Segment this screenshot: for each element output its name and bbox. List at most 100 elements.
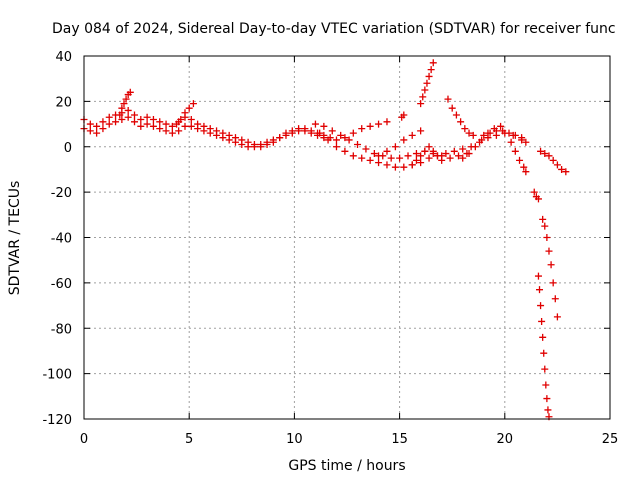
data-point — [448, 104, 456, 112]
series-arc-11-15b — [311, 120, 471, 162]
data-point — [446, 154, 454, 162]
x-tick-label: 20 — [497, 432, 514, 447]
data-point — [551, 295, 559, 303]
data-point — [530, 188, 538, 196]
data-point — [383, 147, 391, 155]
data-point — [553, 313, 561, 321]
data-point — [391, 143, 399, 151]
data-point — [168, 122, 176, 130]
data-point — [130, 118, 138, 126]
data-point — [168, 129, 176, 137]
data-point — [486, 129, 494, 137]
y-tick-label: 20 — [55, 95, 72, 110]
data-point — [537, 302, 545, 310]
data-point — [324, 136, 332, 144]
data-point — [320, 134, 328, 142]
data-point — [370, 150, 378, 158]
data-point — [349, 129, 357, 137]
data-point — [238, 140, 246, 148]
data-point — [349, 152, 357, 160]
data-point — [187, 116, 195, 124]
data-point — [417, 100, 425, 108]
data-point — [499, 127, 507, 135]
data-point — [105, 120, 113, 128]
data-point — [175, 127, 183, 135]
data-point — [450, 147, 458, 155]
data-point — [396, 154, 404, 162]
series-rise-16h — [417, 59, 437, 108]
data-point — [345, 136, 353, 144]
series-drop-17h — [444, 95, 477, 139]
data-point — [316, 129, 324, 137]
data-point — [459, 145, 467, 153]
data-point — [444, 95, 452, 103]
data-point — [534, 195, 542, 203]
data-point — [471, 143, 479, 151]
data-point — [558, 165, 566, 173]
data-point — [469, 131, 477, 139]
data-point — [156, 125, 164, 133]
data-point — [459, 154, 467, 162]
data-point — [423, 79, 431, 87]
data-point — [162, 127, 170, 135]
series-arc-5h — [173, 100, 197, 128]
data-point — [118, 116, 126, 124]
data-point — [126, 88, 134, 96]
data-point — [541, 365, 549, 373]
data-point — [544, 406, 552, 414]
data-point — [301, 127, 309, 135]
tick-labels: 0 5 10 15 20 25 40 20 0 -20 -40 -60 -80 -100 -120 — [42, 50, 618, 447]
data-point — [337, 131, 345, 139]
y-axis-label: SDTVAR / TECUs — [7, 181, 23, 296]
data-point — [433, 152, 441, 160]
data-point — [429, 147, 437, 155]
data-point — [86, 127, 94, 135]
data-point — [412, 156, 420, 164]
data-point — [536, 286, 544, 294]
data-point — [455, 152, 463, 160]
series-drop-20-21 — [507, 138, 530, 176]
series-arc-12-14up — [341, 118, 391, 142]
data-point — [478, 136, 486, 144]
y-tick-label: -60 — [51, 277, 72, 292]
x-tick-label: 15 — [391, 432, 408, 447]
data-point — [545, 247, 553, 255]
series-dot-15h — [398, 111, 408, 121]
data-point — [404, 152, 412, 160]
data-point — [421, 147, 429, 155]
data-point — [562, 168, 570, 176]
x-tick-label: 10 — [286, 432, 303, 447]
data-point — [522, 138, 530, 146]
series-peak-2h — [116, 88, 134, 119]
data-point — [511, 131, 519, 139]
data-point — [118, 104, 126, 112]
data-point — [332, 143, 340, 151]
data-point — [549, 279, 557, 287]
data-point — [105, 113, 113, 121]
data-point — [86, 120, 94, 128]
y-tick-label: 40 — [55, 50, 72, 65]
series-main-band-b — [80, 113, 328, 151]
data-point — [120, 100, 128, 108]
data-point — [93, 122, 101, 130]
data-point — [480, 131, 488, 139]
data-point — [341, 147, 349, 155]
data-point — [99, 125, 107, 133]
data-point — [429, 59, 437, 67]
data-point — [375, 152, 383, 160]
data-point — [143, 113, 151, 121]
series-arc-14-16 — [375, 127, 425, 160]
x-axis-label: GPS time / hours — [288, 458, 405, 474]
data-point — [143, 120, 151, 128]
data-point — [282, 131, 290, 139]
data-point — [358, 154, 366, 162]
data-point — [400, 136, 408, 144]
data-point — [124, 106, 132, 114]
data-point — [425, 72, 433, 80]
data-point — [295, 127, 303, 135]
data-point — [194, 125, 202, 133]
data-point — [497, 122, 505, 130]
data-point — [311, 120, 319, 128]
data-point — [383, 118, 391, 126]
data-point — [534, 272, 542, 280]
